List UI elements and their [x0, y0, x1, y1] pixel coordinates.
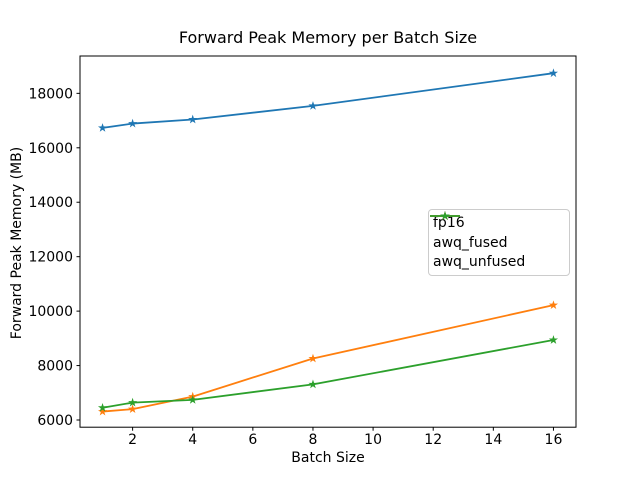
- line-star-icon: [430, 211, 460, 221]
- axes-spines: [79, 55, 577, 428]
- y-tick-label: 12000: [28, 250, 73, 266]
- legend-item-awq-fused: awq_fused: [430, 211, 563, 253]
- legend-label: fp16: [433, 214, 465, 231]
- data-point-star-icon: [188, 395, 198, 404]
- x-tick-label: 12: [424, 432, 442, 448]
- x-axis-label: Batch Size: [291, 450, 365, 466]
- y-tick-label: 10000: [28, 304, 73, 320]
- data-point-star-icon: [97, 402, 108, 412]
- data-point-star-icon: [308, 101, 318, 110]
- data-point-star-icon: [128, 404, 138, 414]
- x-tick-label: 8: [309, 432, 318, 448]
- data-point-star-icon: [548, 300, 559, 310]
- data-point-star-icon: [128, 397, 138, 407]
- x-tick-label: 16: [545, 432, 563, 448]
- x-tick-label: 2: [128, 432, 137, 448]
- data-point-star-icon: [308, 379, 318, 389]
- data-point-star-icon: [97, 406, 108, 416]
- x-tick-label: 14: [484, 432, 502, 448]
- chart-title: Forward Peak Memory per Batch Size: [178, 28, 478, 47]
- data-point-star-icon: [308, 353, 318, 363]
- y-axis-label: Forward Peak Memory (MB): [9, 146, 25, 340]
- series-line-awq_unfused: [101, 339, 555, 409]
- y-tick-label: 8000: [37, 359, 73, 375]
- data-point-star-icon: [548, 335, 559, 344]
- y-tick-label: 16000: [28, 141, 73, 157]
- x-tick-label: 4: [188, 432, 197, 448]
- y-tick-label: 6000: [37, 413, 73, 429]
- data-point-star-icon: [128, 118, 138, 128]
- legend-item-awq-unfused: awq_unfused: [430, 211, 563, 272]
- x-tick-label: 6: [248, 432, 257, 448]
- data-point-star-icon: [188, 114, 198, 124]
- data-point-star-icon: [97, 123, 108, 132]
- y-tick-label: 14000: [28, 195, 73, 211]
- y-tick-label: 18000: [28, 86, 73, 102]
- x-tick-label: 10: [364, 432, 382, 448]
- series-line-awq_fused: [101, 304, 555, 413]
- data-point-star-icon: [548, 68, 559, 78]
- series-line-fp16: [101, 72, 555, 129]
- legend-label: awq_unfused: [433, 254, 526, 271]
- legend-label: awq_fused: [433, 234, 508, 251]
- legend: fp16 awq_fused awq_unfused: [428, 209, 570, 276]
